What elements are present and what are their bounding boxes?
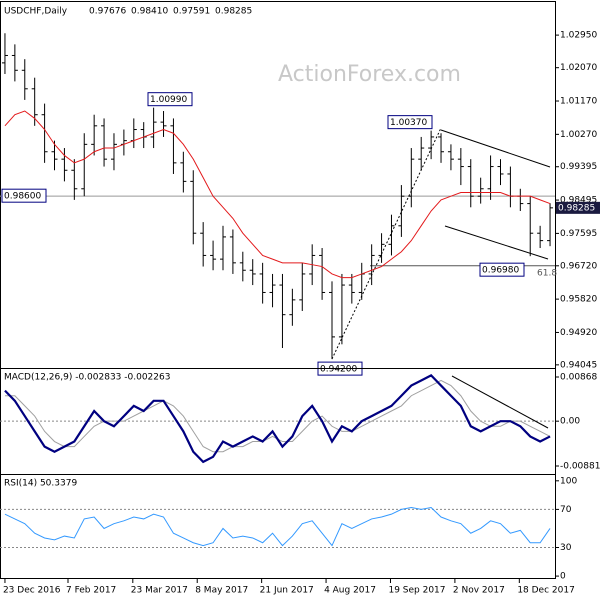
y-tick-label: 0.94920 (560, 328, 597, 338)
trendline (440, 129, 551, 168)
y-tick-label: 1.02950 (560, 31, 597, 41)
y-tick-label: 0.97595 (560, 229, 597, 239)
y-tick-label: 0.00 (560, 417, 580, 427)
indicator-line (4, 110, 551, 279)
price-label-box (1, 188, 47, 203)
x-tick-label: 23 Mar 2017 (131, 586, 188, 596)
last-price-label: 0.98285 (558, 203, 595, 213)
trendline (451, 375, 549, 429)
price-label-box (147, 92, 193, 107)
header-value: 0.97591 (173, 7, 210, 17)
trendline (331, 127, 442, 360)
y-tick-label: 1.00270 (560, 130, 597, 140)
y-tick-label: 0 (560, 572, 566, 582)
panel-title: MACD(12,26,9) -0.002833 -0.002263 (4, 373, 170, 383)
price-label-box (479, 262, 525, 277)
y-tick-label: 1.01170 (560, 97, 597, 107)
y-tick-label: 1.02070 (560, 63, 597, 73)
price-label: 0.96980 (482, 266, 519, 276)
indicator-line (4, 506, 551, 547)
last-price-box (556, 201, 600, 214)
price-label: 1.00370 (390, 118, 427, 128)
chart-title: USDCHF,Daily (4, 7, 68, 17)
price-label: 0.94200 (320, 365, 357, 375)
y-tick-label: 0.94045 (560, 360, 597, 370)
y-tick-label: 70 (560, 505, 572, 515)
x-tick-label: 18 Dec 2017 (517, 586, 575, 596)
x-tick-label: 2 Nov 2017 (453, 586, 505, 596)
y-tick-label: 100 (560, 476, 577, 486)
y-tick-label: -0.00881 (560, 462, 600, 472)
y-tick-label: 0.96720 (560, 261, 597, 271)
x-tick-label: 21 Jun 2017 (260, 586, 314, 596)
indicator-line (4, 374, 551, 464)
x-tick-label: 4 Aug 2017 (324, 586, 376, 596)
x-tick-label: 8 May 2017 (195, 586, 248, 596)
x-tick-label: 23 Dec 2016 (3, 586, 61, 596)
watermark: ActionForex.com (278, 62, 461, 87)
y-tick-label: 0.99395 (560, 162, 597, 172)
header-value: 0.98410 (131, 7, 168, 17)
y-tick-label: 0.95820 (560, 295, 597, 305)
panel-title: RSI(14) 50.3379 (4, 479, 77, 489)
price-label: 0.98600 (4, 192, 41, 202)
y-tick-label: 0.00868 (560, 373, 597, 383)
panel-frame (0, 474, 556, 579)
price-label: 1.00990 (150, 95, 187, 105)
y-tick-label: 0.98495 (560, 196, 597, 206)
y-tick-label: 30 (560, 543, 572, 553)
header-value: 0.97676 (89, 7, 126, 17)
price-label: 61.8 (537, 268, 557, 278)
header-value: 0.98285 (215, 7, 252, 17)
trendline (444, 225, 549, 260)
x-tick-label: 7 Feb 2017 (66, 586, 116, 596)
x-tick-label: 19 Sep 2017 (388, 586, 445, 596)
price-label-box (387, 115, 433, 130)
